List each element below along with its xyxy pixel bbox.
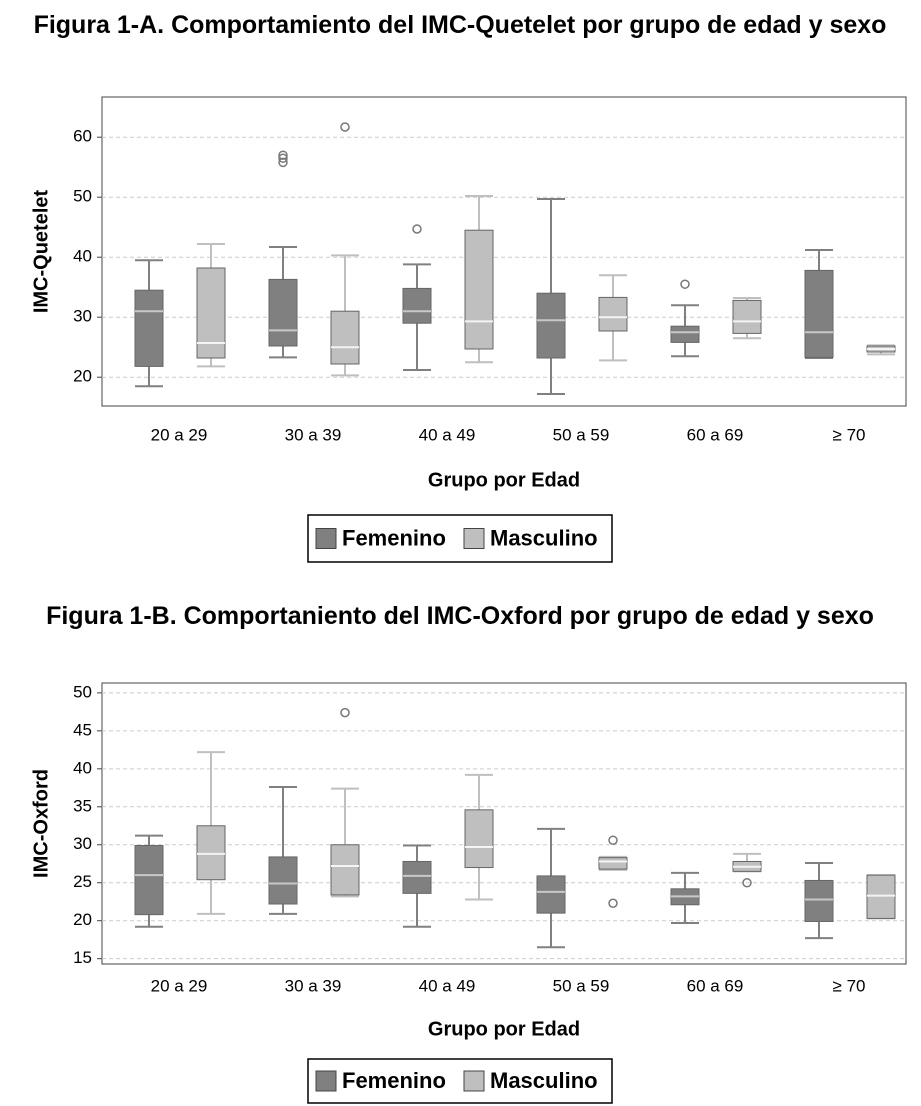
legend-label: Femenino (342, 1068, 446, 1093)
y-tick-label: 50 (73, 682, 92, 701)
legend-frame (307, 1058, 613, 1104)
x-tick-label: 50 a 59 (553, 976, 610, 995)
y-tick-label: 25 (73, 872, 92, 891)
box (402, 287, 432, 324)
legend-swatch (315, 528, 337, 549)
outlier (608, 835, 618, 845)
box (196, 825, 226, 881)
x-tick-label: 60 a 69 (687, 976, 744, 995)
y-tick-label: 45 (73, 720, 92, 739)
x-tick-label: 30 a 39 (285, 425, 342, 444)
legend-label: Masculino (490, 1068, 598, 1093)
y-tick-label: 20 (73, 367, 92, 386)
plot-frame (101, 96, 907, 407)
y-tick-label: 30 (73, 834, 92, 853)
box (196, 267, 226, 359)
legend-swatch (463, 528, 485, 549)
y-axis-label: IMC-Oxford (30, 769, 52, 878)
box (402, 860, 432, 894)
outlier (278, 150, 288, 160)
legend-swatch (463, 1070, 485, 1092)
x-tick-label: ≥ 70 (833, 425, 866, 444)
outlier (340, 122, 350, 132)
x-axis-label: Grupo por Edad (428, 469, 580, 491)
legend-label: Femenino (342, 525, 446, 550)
y-tick-label: 20 (73, 910, 92, 929)
box (134, 289, 164, 367)
box (268, 856, 298, 905)
box (268, 278, 298, 347)
x-tick-label: 30 a 39 (285, 976, 342, 995)
x-tick-label: 40 a 49 (419, 976, 476, 995)
box (464, 809, 494, 869)
box (804, 879, 834, 922)
outlier (278, 157, 288, 168)
legend-frame (307, 514, 613, 563)
y-tick-label: 60 (73, 127, 92, 146)
outlier (608, 898, 618, 908)
box (598, 857, 628, 870)
legend-label: Masculino (490, 525, 598, 550)
x-axis-label: Grupo por Edad (428, 1018, 580, 1040)
chart-title: Figura 1-A. Comportamiento del IMC-Quete… (33, 11, 887, 39)
box (670, 325, 700, 343)
box (464, 229, 494, 350)
outlier (412, 224, 422, 234)
box (134, 845, 164, 916)
y-tick-label: 50 (73, 187, 92, 206)
y-tick-label: 35 (73, 796, 92, 815)
y-tick-label: 40 (73, 758, 92, 777)
y-tick-label: 40 (73, 247, 92, 266)
x-tick-label: 60 a 69 (687, 425, 744, 444)
box (732, 299, 762, 334)
outlier (680, 279, 690, 289)
y-tick-label: 30 (73, 307, 92, 326)
x-tick-label: 50 a 59 (553, 425, 610, 444)
box (330, 844, 360, 896)
outlier (340, 707, 350, 718)
chart-title: Figura 1-B. Comportaniento del IMC-Oxfor… (46, 602, 874, 630)
legend-swatch (315, 1070, 337, 1092)
x-tick-label: 40 a 49 (419, 425, 476, 444)
x-tick-label: 20 a 29 (151, 976, 208, 995)
box (536, 875, 566, 914)
outlier (742, 877, 752, 888)
x-tick-label: ≥ 70 (833, 976, 866, 995)
box (804, 269, 834, 358)
outlier (278, 153, 288, 163)
box (330, 310, 360, 365)
y-axis-label: IMC-Quetelet (30, 189, 52, 313)
box (866, 874, 896, 919)
x-tick-label: 20 a 29 (151, 425, 208, 444)
box (598, 296, 628, 332)
plot-frame (101, 682, 907, 965)
box (536, 292, 566, 359)
y-tick-label: 15 (73, 948, 92, 967)
